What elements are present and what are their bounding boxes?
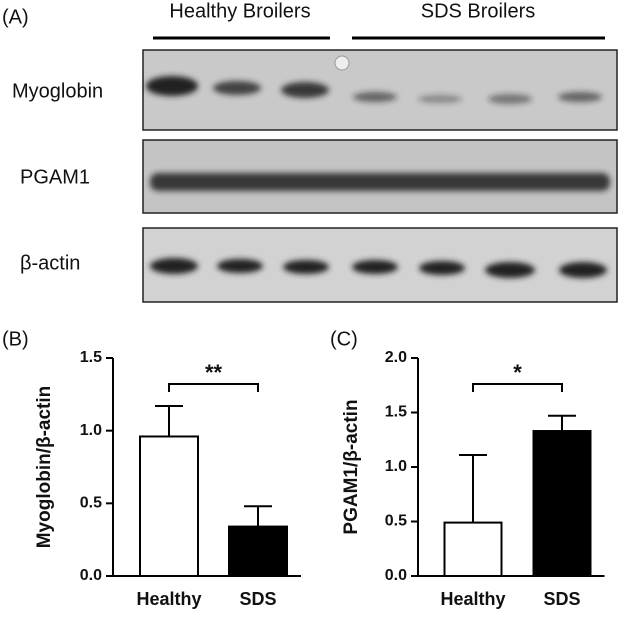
y-axis-title: Myoglobin/β-actin xyxy=(34,386,55,549)
group-label: Healthy Broilers xyxy=(169,0,310,22)
significance-bracket xyxy=(168,383,259,392)
significance-label: ** xyxy=(205,360,223,385)
y-tick-label: 0.5 xyxy=(385,513,407,530)
bar xyxy=(139,435,199,578)
row-label: PGAM1 xyxy=(20,166,90,188)
y-tick-label: 1.5 xyxy=(385,404,407,421)
bar xyxy=(228,525,288,578)
y-tick-label: 1.0 xyxy=(385,458,407,475)
y-tick-label: 0.5 xyxy=(80,495,102,512)
y-axis-title: PGAM1/β-actin xyxy=(341,399,362,534)
row-label: β-actin xyxy=(20,252,80,274)
x-tick-label: Healthy xyxy=(136,589,201,609)
y-tick-label: 2.0 xyxy=(385,349,407,366)
group-label: SDS Broilers xyxy=(421,0,535,22)
panel-label: (A) xyxy=(2,6,29,28)
panel-label: (B) xyxy=(2,328,29,350)
bar xyxy=(443,521,503,578)
x-tick-label: SDS xyxy=(239,589,276,609)
blot-images xyxy=(142,49,618,303)
y-tick-label: 1.5 xyxy=(80,349,102,366)
panel-label: (C) xyxy=(330,328,358,350)
bar xyxy=(532,430,592,577)
y-tick-label: 0.0 xyxy=(80,567,102,584)
significance-label: * xyxy=(513,360,522,385)
significance-bracket xyxy=(472,383,563,392)
y-tick-label: 1.0 xyxy=(80,422,102,439)
y-tick-label: 0.0 xyxy=(385,567,407,584)
x-tick-label: Healthy xyxy=(440,589,505,609)
row-label: Myoglobin xyxy=(12,80,103,102)
x-tick-label: SDS xyxy=(543,589,580,609)
